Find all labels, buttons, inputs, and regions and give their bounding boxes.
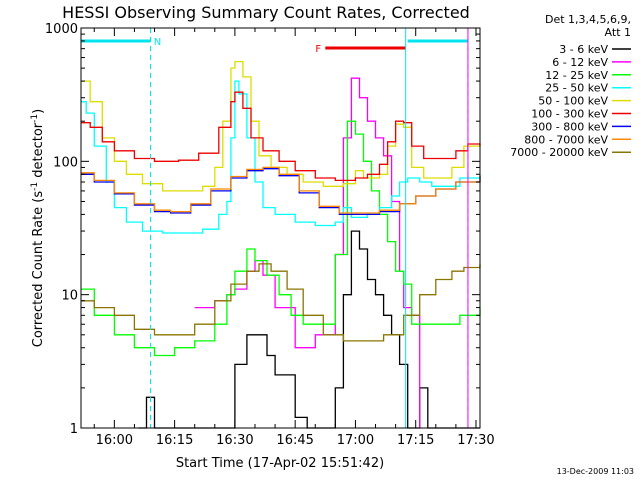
series-line-5 bbox=[81, 60, 480, 192]
y-tick-label-10: 10 bbox=[61, 289, 78, 304]
chart-title: HESSI Observing Summary Count Rates, Cor… bbox=[62, 3, 470, 22]
annotation-layer: NF bbox=[81, 28, 469, 428]
y-axis-label-text: Corrected Count Rate (s bbox=[31, 191, 46, 348]
x-tick-label-1630: 16:30 bbox=[216, 433, 253, 448]
y-tick-label-100: 100 bbox=[53, 155, 78, 170]
legend-header-line-2: Att 1 bbox=[605, 26, 631, 39]
x-tick-label-1645: 16:45 bbox=[276, 433, 313, 448]
night-label: N bbox=[154, 37, 161, 48]
x-tick-label-1700: 17:00 bbox=[337, 433, 374, 448]
y-axis-label-sup2: -1 bbox=[30, 114, 40, 123]
series-layer bbox=[81, 60, 481, 429]
y-tick-label-1000: 1000 bbox=[45, 22, 78, 37]
svg-text:Corrected Count Rate (s-1 dete: Corrected Count Rate (s-1 detector-1) bbox=[30, 109, 46, 347]
series-line-7 bbox=[81, 168, 481, 216]
x-tick-label-1600: 16:00 bbox=[96, 433, 133, 448]
legend-label-3: 12 - 25 keV bbox=[545, 69, 608, 82]
y-axis-label: Corrected Count Rate (s-1 detector-1) bbox=[30, 109, 46, 347]
series-line-4 bbox=[81, 80, 481, 234]
y-axis-label-close: ) bbox=[31, 109, 46, 114]
series-line-8 bbox=[81, 166, 481, 214]
y-axis-label-text2: detector bbox=[31, 122, 46, 182]
flare-label: F bbox=[315, 44, 321, 55]
plot-frame bbox=[80, 27, 481, 429]
legend-label-8: 800 - 7000 keV bbox=[524, 133, 608, 146]
series-line-1 bbox=[138, 230, 480, 429]
axis-layer: 1 10 100 1000 16:00 16:15 16:30 16:45 17:00 17:15… bbox=[45, 22, 495, 448]
legend-label-2: 6 - 12 keV bbox=[552, 56, 608, 69]
legend-label-5: 50 - 100 keV bbox=[538, 95, 608, 108]
series-line-2 bbox=[194, 77, 421, 428]
x-tick-label-1730: 17:30 bbox=[457, 433, 494, 448]
series-line-3 bbox=[81, 120, 481, 357]
series-line-6 bbox=[81, 91, 481, 182]
x-axis-label: Start Time (17-Apr-02 15:51:42) bbox=[176, 456, 384, 471]
series-line-9 bbox=[81, 263, 481, 342]
legend-label-9: 7000 - 20000 keV bbox=[510, 146, 608, 159]
legend-label-1: 3 - 6 keV bbox=[559, 43, 608, 56]
legend-label-7: 300 - 800 keV bbox=[531, 120, 608, 133]
legend-label-6: 100 - 300 keV bbox=[531, 108, 608, 121]
y-axis-label-sup1: -1 bbox=[30, 182, 40, 191]
footer-timestamp: 13-Dec-2009 11:03 bbox=[557, 467, 634, 476]
x-tick-label-1715: 17:15 bbox=[397, 433, 434, 448]
y-tick-label-1: 1 bbox=[70, 422, 78, 437]
legend-header-line-1: Det 1,3,4,5,6,9, bbox=[545, 13, 631, 26]
x-tick-label-1615: 16:15 bbox=[156, 433, 193, 448]
legend-label-4: 25 - 50 keV bbox=[545, 82, 608, 95]
